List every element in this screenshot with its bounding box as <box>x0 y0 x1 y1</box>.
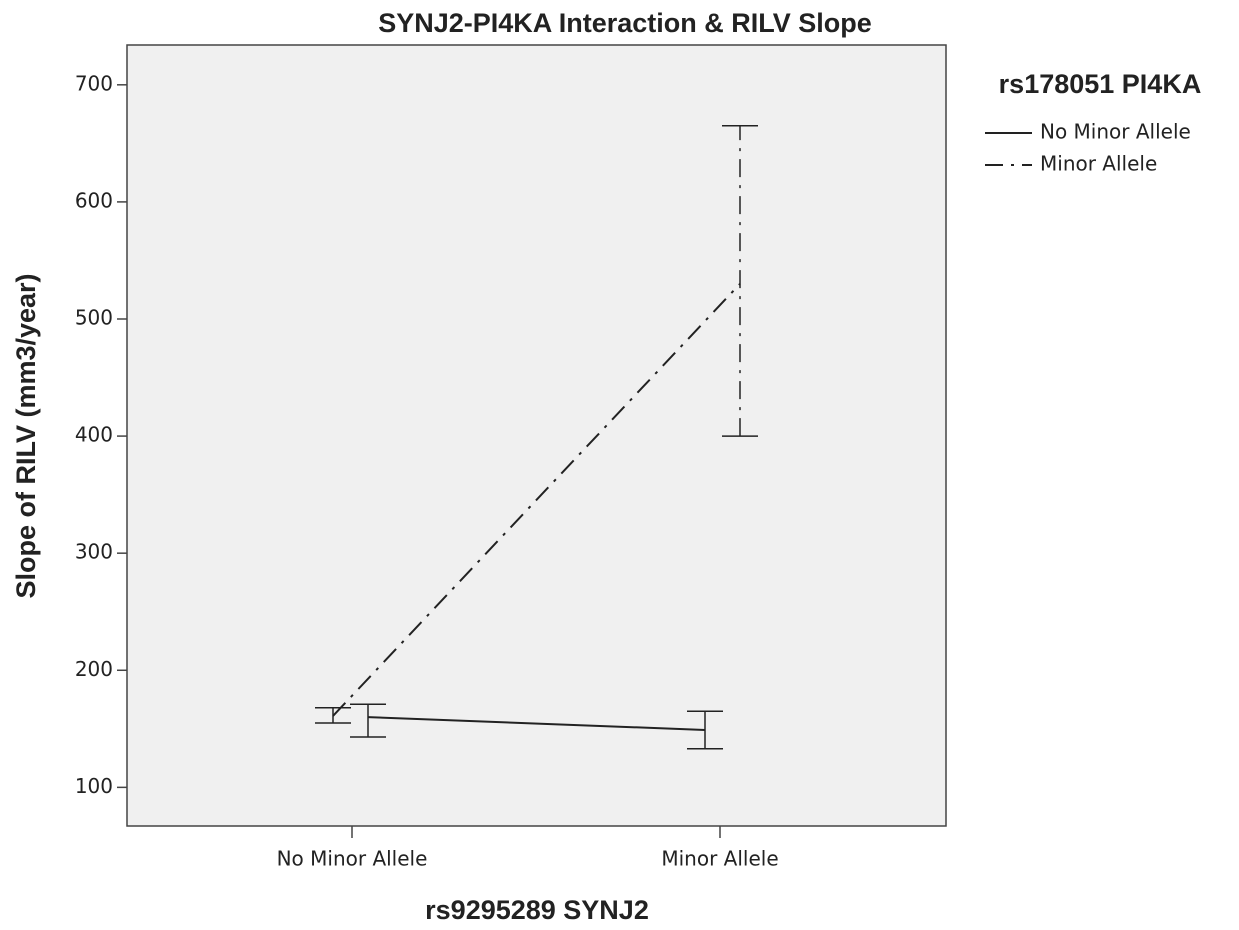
y-tick-label: 100 <box>75 774 113 798</box>
plot-area <box>126 44 947 827</box>
series-line <box>367 716 706 731</box>
chart-title: SYNJ2-PI4KA Interaction & RILV Slope <box>378 8 872 38</box>
y-tick-label: 200 <box>75 657 113 681</box>
legend-title: rs178051 PI4KA <box>999 69 1202 99</box>
y-axis-label: Slope of RILV (mm3/year) <box>11 273 41 598</box>
y-tick-label: 600 <box>75 188 113 212</box>
x-axis-label: rs9295289 SYNJ2 <box>425 895 649 925</box>
y-tick-label: 500 <box>75 305 113 329</box>
legend-label: Minor Allele <box>1040 152 1157 176</box>
x-tick-label: Minor Allele <box>661 847 778 871</box>
x-tick-label: No Minor Allele <box>277 847 428 871</box>
y-tick-label: 700 <box>75 71 113 95</box>
series-line <box>332 283 741 717</box>
y-tick-label: 300 <box>75 540 113 564</box>
legend-label: No Minor Allele <box>1040 120 1191 144</box>
y-tick-label: 400 <box>75 423 113 447</box>
